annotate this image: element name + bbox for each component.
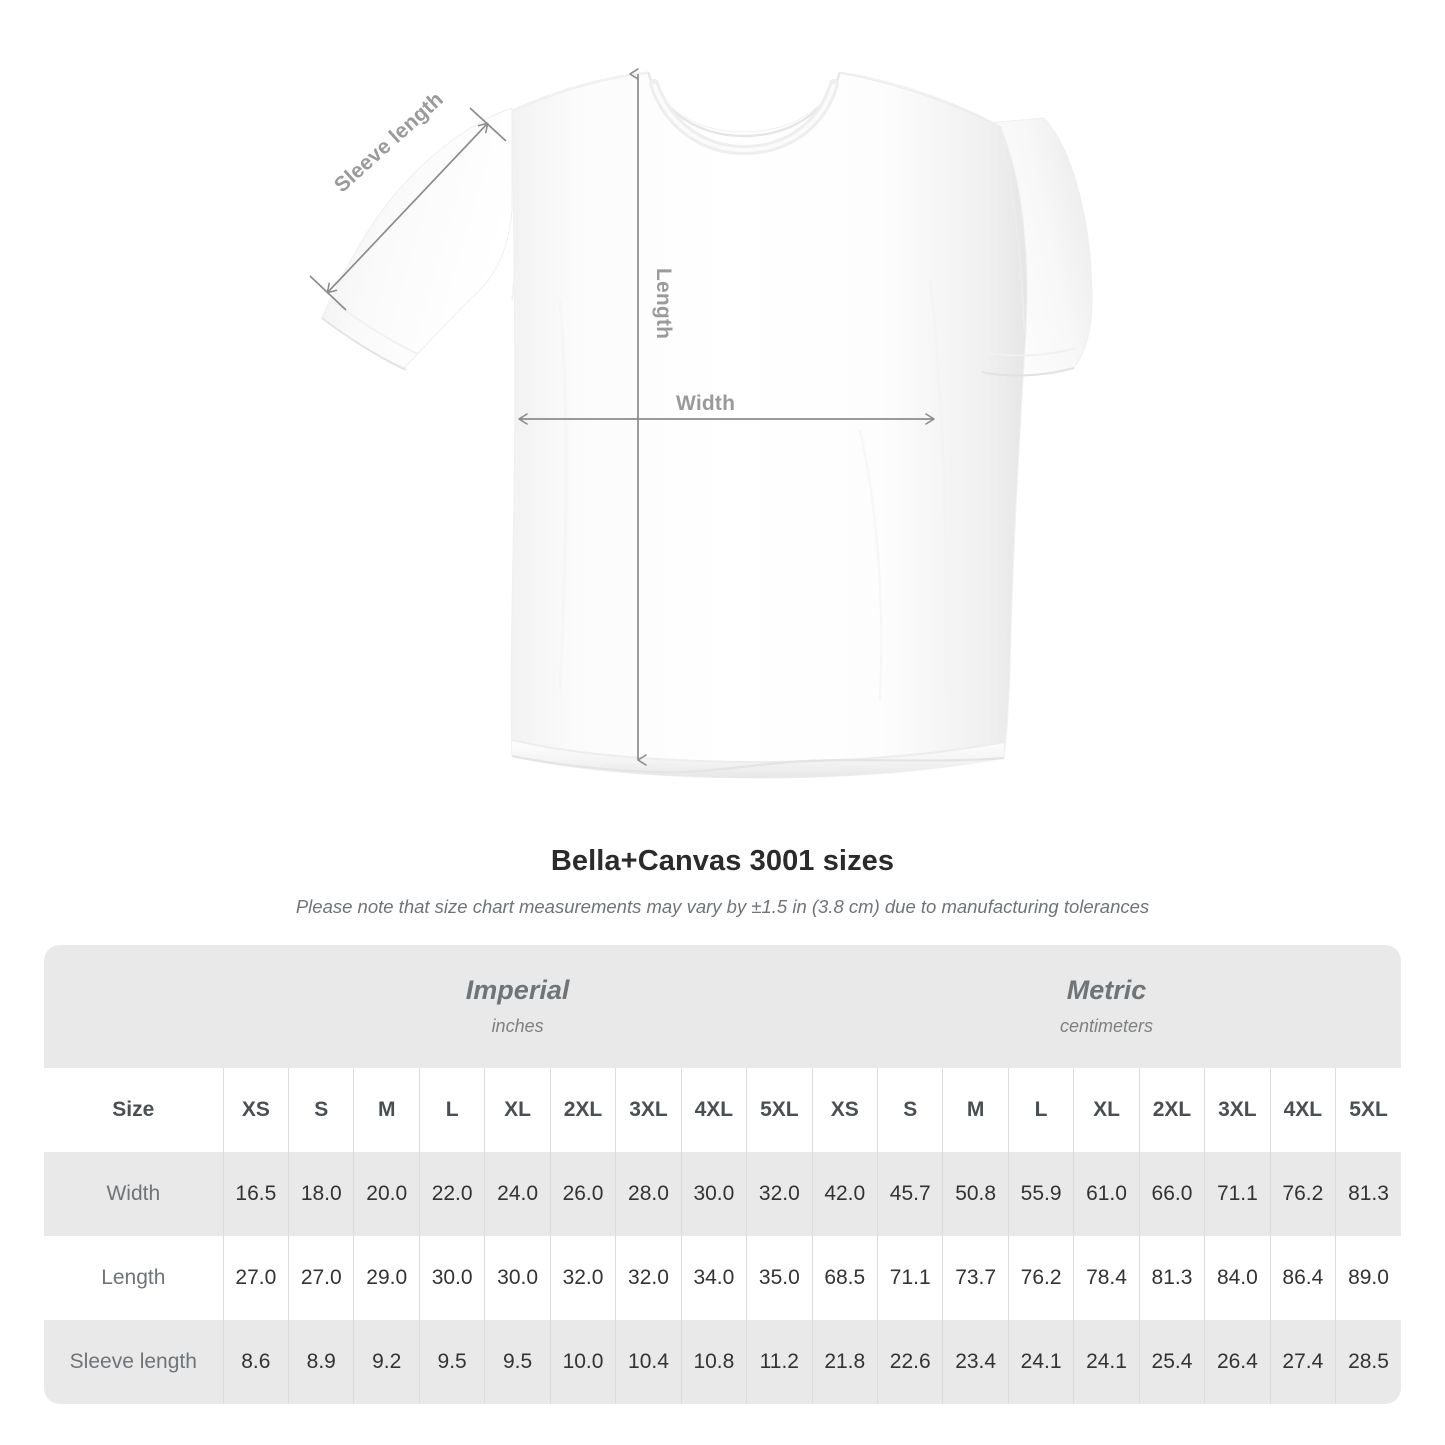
size-column-header-4xl: 4XL <box>1269 1068 1336 1152</box>
cell-width-imperial-s: 18.0 <box>288 1152 354 1236</box>
row-label-length: Length <box>44 1236 224 1320</box>
cell-sleeve-length-metric-xl: 24.1 <box>1073 1320 1140 1404</box>
cell-sleeve-length-imperial-l: 9.5 <box>418 1320 485 1404</box>
size-column-header-5xl: 5XL <box>1335 1068 1401 1152</box>
length-dimension-label: Length <box>652 268 675 340</box>
cell-length-imperial-5xl: 35.0 <box>746 1236 813 1320</box>
unit-group-name: Imperial <box>465 974 570 1005</box>
unit-group-sub: inches <box>491 1016 544 1037</box>
cell-sleeve-length-imperial-4xl: 10.8 <box>680 1320 747 1404</box>
cell-sleeve-length-imperial-s: 8.9 <box>288 1320 354 1404</box>
cell-length-metric-3xl: 84.0 <box>1204 1236 1271 1320</box>
size-column-header-m: M <box>942 1068 1009 1152</box>
size-column-header-4xl: 4XL <box>680 1068 747 1152</box>
table-row: Sleeve length 8.6 8.9 9.2 9.5 9.5 10.0 10.4 10.8… <box>44 1320 1401 1404</box>
unit-group-imperial: Imperial inches <box>223 945 813 1068</box>
size-column-header-3xl: 3XL <box>1204 1068 1271 1152</box>
cell-sleeve-length-metric-m: 23.4 <box>942 1320 1009 1404</box>
row-label-sleeve-length: Sleeve length <box>44 1320 224 1404</box>
cell-width-imperial-l: 22.0 <box>418 1152 485 1236</box>
caption-block: Bella+Canvas 3001 sizes Please note that… <box>0 845 1445 918</box>
cell-width-imperial-4xl: 30.0 <box>680 1152 747 1236</box>
row-label-width: Width <box>44 1152 224 1236</box>
cell-width-metric-3xl: 71.1 <box>1204 1152 1271 1236</box>
cell-length-imperial-2xl: 32.0 <box>549 1236 616 1320</box>
size-column-header-xl: XL <box>484 1068 551 1152</box>
size-header-label: Size <box>44 1068 224 1152</box>
size-column-header-xl: XL <box>1073 1068 1140 1152</box>
cell-length-metric-4xl: 86.4 <box>1269 1236 1336 1320</box>
cell-length-metric-2xl: 81.3 <box>1138 1236 1205 1320</box>
dimension-arrows <box>309 68 935 766</box>
tshirt-measurement-diagram: Sleeve length Length Width <box>309 68 1093 779</box>
width-dimension-label: Width <box>676 392 736 415</box>
cell-sleeve-length-metric-4xl: 27.4 <box>1269 1320 1336 1404</box>
cell-width-imperial-xs: 16.5 <box>222 1152 289 1236</box>
cell-length-metric-l: 76.2 <box>1007 1236 1074 1320</box>
size-column-header-5xl: 5XL <box>746 1068 813 1152</box>
size-column-header-s: S <box>288 1068 354 1152</box>
cell-length-imperial-xl: 30.0 <box>484 1236 551 1320</box>
cell-sleeve-length-metric-s: 22.6 <box>876 1320 943 1404</box>
unit-group-name: Metric <box>1066 974 1147 1005</box>
unit-header-spacer <box>44 945 224 1068</box>
size-column-header-m: M <box>353 1068 420 1152</box>
cell-sleeve-length-metric-xs: 21.8 <box>811 1320 878 1404</box>
size-column-header-3xl: 3XL <box>615 1068 682 1152</box>
cell-length-imperial-m: 29.0 <box>353 1236 420 1320</box>
size-column-header-xs: XS <box>222 1068 289 1152</box>
cell-length-metric-m: 73.7 <box>942 1236 1009 1320</box>
table-row: Length 27.0 27.0 29.0 30.0 30.0 32.0 32.0 34.0 35… <box>44 1236 1401 1320</box>
cell-width-metric-5xl: 81.3 <box>1335 1152 1401 1236</box>
cell-sleeve-length-imperial-xs: 8.6 <box>222 1320 289 1404</box>
cell-sleeve-length-metric-2xl: 25.4 <box>1138 1320 1205 1404</box>
unit-group-sub: centimeters <box>1060 1016 1154 1037</box>
cell-length-imperial-s: 27.0 <box>288 1236 354 1320</box>
cell-length-metric-xl: 78.4 <box>1073 1236 1140 1320</box>
cell-length-imperial-3xl: 32.0 <box>615 1236 682 1320</box>
cell-width-imperial-3xl: 28.0 <box>615 1152 682 1236</box>
cell-width-imperial-m: 20.0 <box>353 1152 420 1236</box>
cell-width-metric-4xl: 76.2 <box>1269 1152 1336 1236</box>
cell-width-imperial-2xl: 26.0 <box>549 1152 616 1236</box>
size-column-header-2xl: 2XL <box>1138 1068 1205 1152</box>
cell-sleeve-length-imperial-5xl: 11.2 <box>746 1320 813 1404</box>
page-title: Bella+Canvas 3001 sizes <box>550 845 895 877</box>
cell-width-metric-xs: 42.0 <box>811 1152 878 1236</box>
cell-sleeve-length-imperial-xl: 9.5 <box>484 1320 551 1404</box>
cell-length-metric-5xl: 89.0 <box>1335 1236 1401 1320</box>
size-column-header-s: S <box>876 1068 943 1152</box>
size-column-header-2xl: 2XL <box>549 1068 616 1152</box>
cell-sleeve-length-imperial-3xl: 10.4 <box>615 1320 682 1404</box>
size-header-row: Size XS S M L XL 2XL 3XL 4XL 5XL XS S M L XL 2XL 3XL 4XL 5… <box>44 1068 1401 1152</box>
size-column-header-l: L <box>418 1068 485 1152</box>
cell-width-metric-s: 45.7 <box>876 1152 943 1236</box>
unit-group-metric: Metric centimeters <box>812 945 1401 1068</box>
tolerance-note: Please note that size chart measurements… <box>295 896 1150 917</box>
cell-sleeve-length-imperial-2xl: 10.0 <box>549 1320 616 1404</box>
size-column-header-l: L <box>1007 1068 1074 1152</box>
size-chart-table: Imperial inches Metric centimeters Size XS S M L… <box>44 945 1401 1404</box>
size-chart-table-wrap: Imperial inches Metric centimeters Size XS S M L… <box>44 945 1401 1404</box>
cell-length-imperial-l: 30.0 <box>418 1236 485 1320</box>
cell-sleeve-length-metric-l: 24.1 <box>1007 1320 1074 1404</box>
cell-sleeve-length-metric-3xl: 26.4 <box>1204 1320 1271 1404</box>
cell-length-imperial-4xl: 34.0 <box>680 1236 747 1320</box>
size-column-header-xs: XS <box>811 1068 878 1152</box>
unit-header-row: Imperial inches Metric centimeters <box>44 945 1401 1068</box>
cell-length-imperial-xs: 27.0 <box>222 1236 289 1320</box>
cell-sleeve-length-imperial-m: 9.2 <box>353 1320 420 1404</box>
cell-width-imperial-5xl: 32.0 <box>746 1152 813 1236</box>
tshirt-illustration <box>321 71 1093 779</box>
cell-width-imperial-xl: 24.0 <box>484 1152 551 1236</box>
cell-width-metric-xl: 61.0 <box>1073 1152 1140 1236</box>
cell-length-metric-s: 71.1 <box>876 1236 943 1320</box>
cell-width-metric-m: 50.8 <box>942 1152 1009 1236</box>
cell-length-metric-xs: 68.5 <box>811 1236 878 1320</box>
table-row: Width 16.5 18.0 20.0 22.0 24.0 26.0 28.0 30.0 32.… <box>44 1152 1401 1236</box>
cell-width-metric-2xl: 66.0 <box>1138 1152 1205 1236</box>
cell-sleeve-length-metric-5xl: 28.5 <box>1335 1320 1401 1404</box>
cell-width-metric-l: 55.9 <box>1007 1152 1074 1236</box>
